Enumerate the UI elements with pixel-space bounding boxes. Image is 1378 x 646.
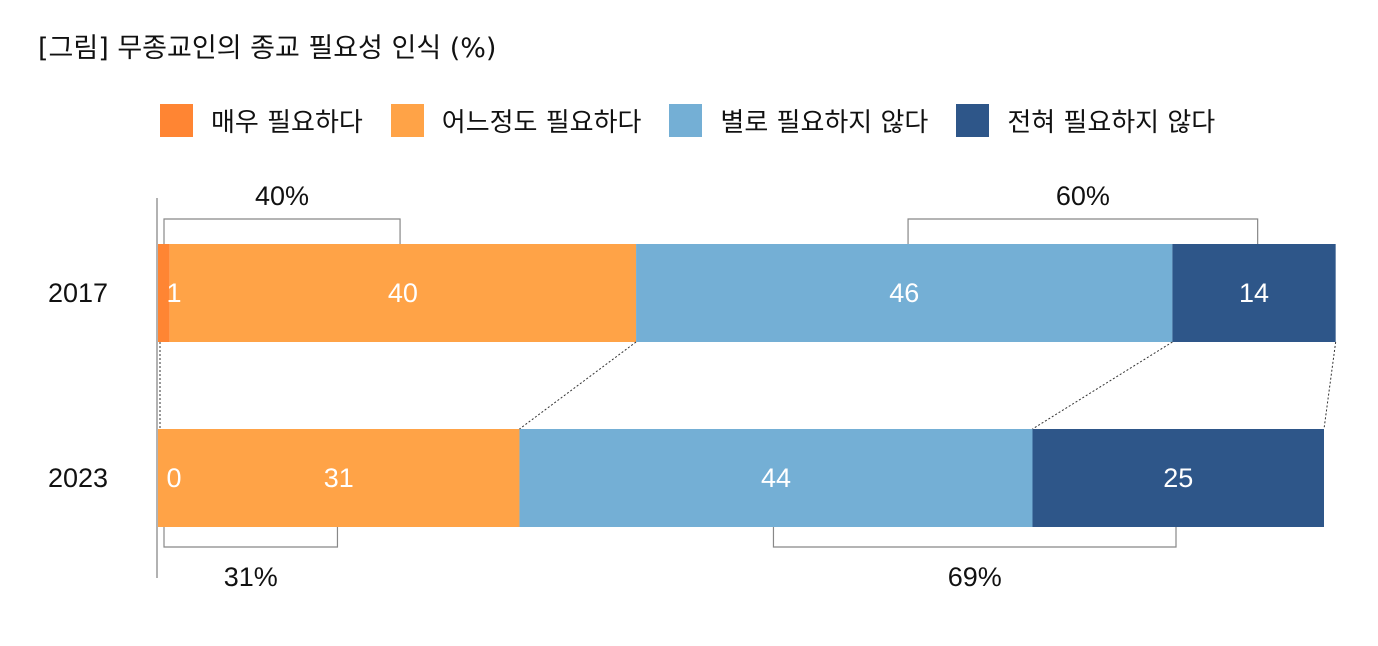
legend-item: 전혀 필요하지 않다 [956,102,1215,139]
legend-swatch [956,104,990,137]
connector-line [1323,341,1337,430]
data-label: 25 [1163,463,1193,493]
legend-label: 매우 필요하다 [211,108,363,138]
data-label: 40 [388,278,418,308]
category-label: 2017 [48,278,108,308]
legend-item: 별로 필요하지 않다 [669,102,928,139]
bar-segment [169,244,637,342]
bracket-label: 69% [948,562,1002,592]
legend-swatch [160,104,193,137]
bracket-line [163,218,401,244]
chart-title: [그림] 무종교인의 종교 필요성 인식 (%) [38,33,497,64]
legend-item: 매우 필요하다 [160,102,363,139]
bracket-label: 40% [255,181,309,211]
data-label: 0 [166,463,181,493]
connector-line [1032,341,1173,430]
legend-label: 별로 필요하지 않다 [720,108,929,138]
data-label: 31 [324,463,354,493]
bar-segment [158,244,170,342]
bracket-line [772,527,1177,548]
data-label: 14 [1239,278,1269,308]
bar-segment [636,244,1173,342]
legend-swatch [390,104,424,137]
data-label: 44 [761,463,791,493]
bar-segment [158,429,520,527]
bracket-line [163,527,339,548]
bracket-line [907,218,1259,244]
bar-segment [1032,429,1324,527]
legend-label: 어느정도 필요하다 [441,108,642,138]
bar-segment [1172,244,1336,342]
legend-label: 전혀 필요하지 않다 [1007,108,1216,138]
data-label: 1 [166,278,181,308]
legend-swatch [669,104,703,137]
bar-segment [519,429,1033,527]
data-label: 46 [889,278,919,308]
bracket-label: 60% [1056,181,1110,211]
connector-line [519,341,637,430]
legend: 매우 필요하다 어느정도 필요하다 별로 필요하지 않다 전혀 필요하지 않다 [160,102,1243,139]
legend-item: 어느정도 필요하다 [390,102,642,139]
bracket-label: 31% [224,562,278,592]
category-label: 2023 [48,463,108,493]
